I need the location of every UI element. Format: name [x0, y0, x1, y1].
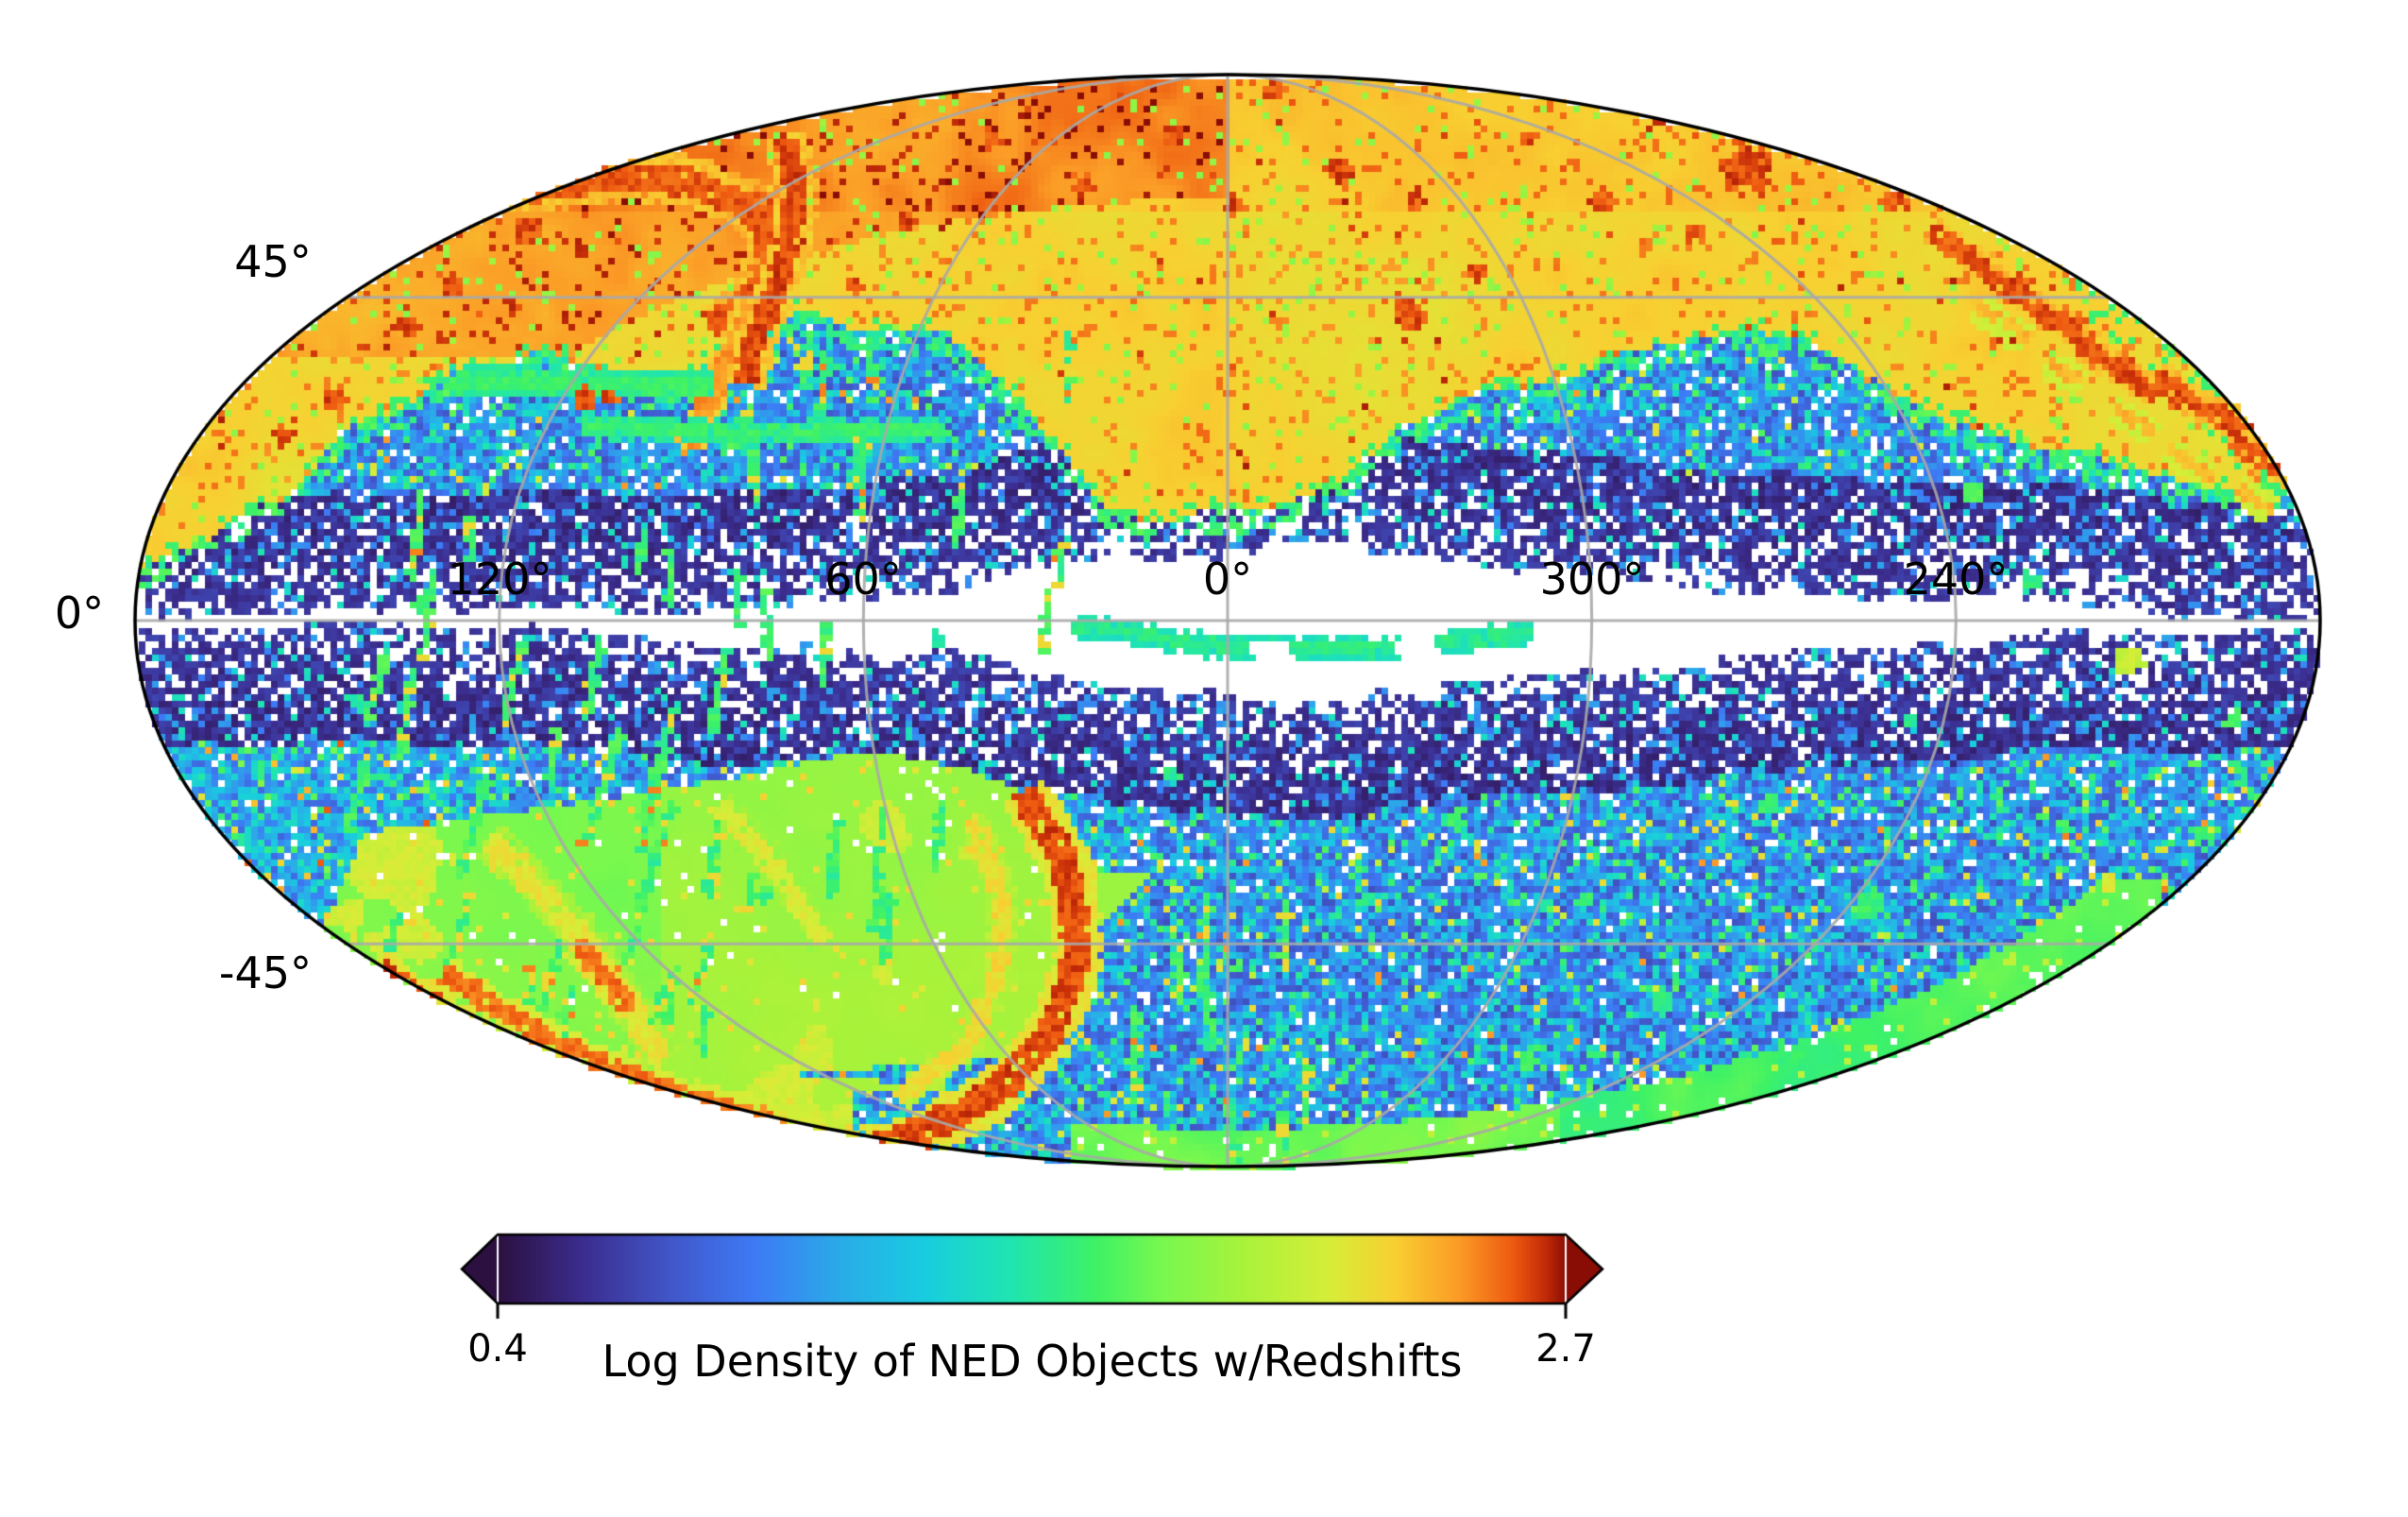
lon-tick-60: 60° — [824, 554, 902, 605]
colorbar-tick-min: 0.4 — [467, 1327, 528, 1371]
lon-tick-120: 120° — [447, 554, 552, 605]
lat-tick-0: 0° — [54, 588, 105, 639]
lon-tick-0: 0° — [1202, 554, 1253, 605]
lat-tick-45: 45° — [234, 236, 312, 287]
lon-tick-300: 300° — [1539, 554, 1645, 605]
lon-tick-240: 240° — [1903, 554, 2009, 605]
colorbar-label: Log Density of NED Objects w/Redshifts — [602, 1336, 1463, 1387]
lat-tick-neg45: -45° — [218, 947, 313, 998]
colorbar-tick-max: 2.7 — [1535, 1327, 1596, 1371]
